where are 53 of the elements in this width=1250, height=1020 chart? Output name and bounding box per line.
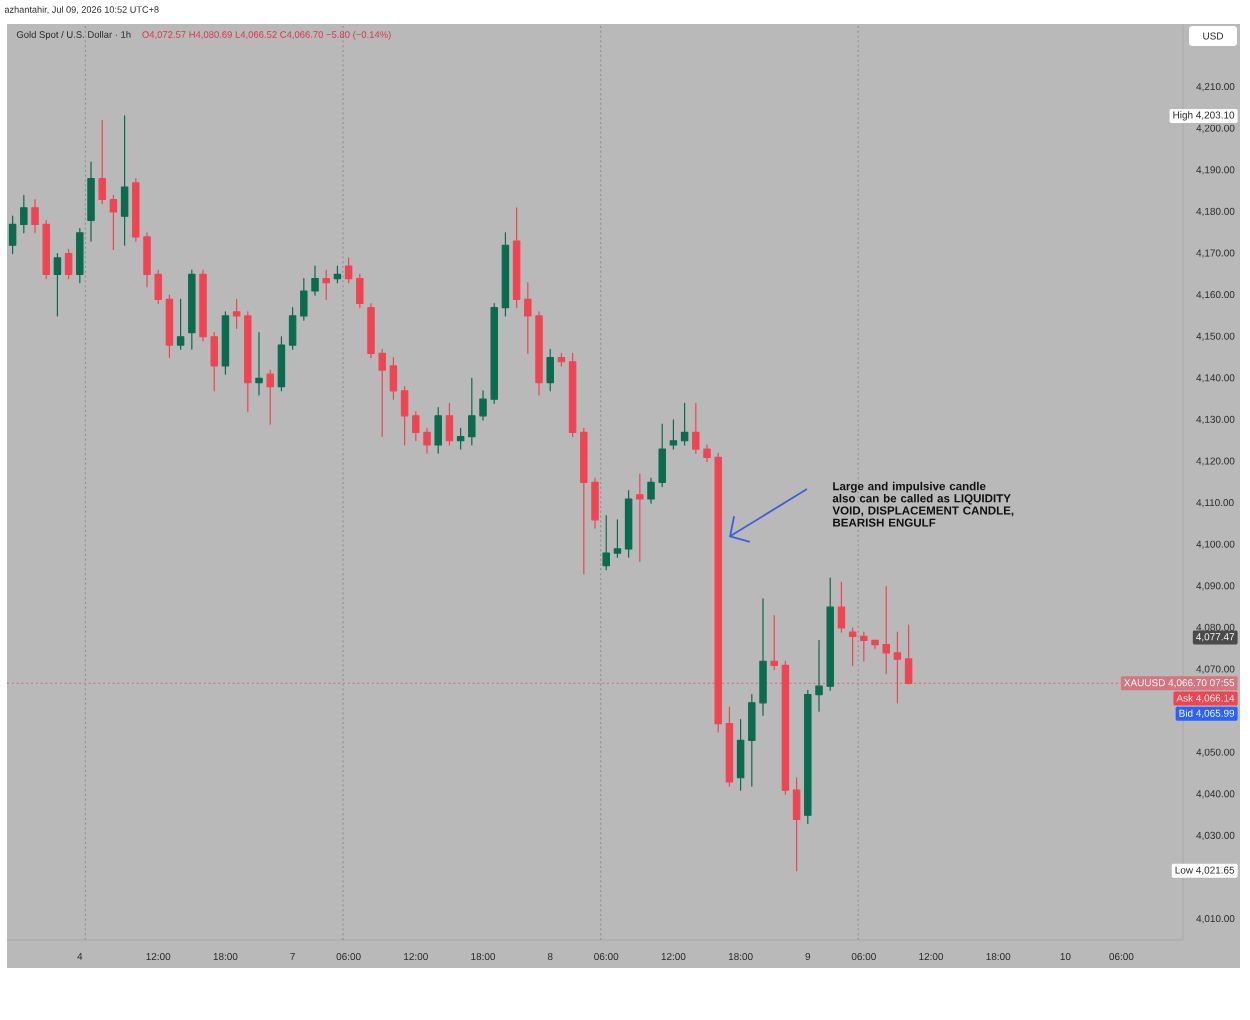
candlestick [636, 473, 644, 563]
candlestick [188, 269, 196, 350]
candlestick [400, 386, 409, 446]
candlestick [266, 369, 274, 425]
candlestick [98, 119, 106, 205]
candlestick [176, 298, 185, 350]
candlestick [8, 215, 17, 255]
candlestick [468, 377, 476, 446]
candlestick [568, 352, 577, 438]
candlestick [692, 402, 700, 454]
candlestick [602, 515, 610, 571]
candlestick [748, 693, 756, 787]
candlestick [479, 390, 487, 421]
candlestick [501, 232, 510, 317]
candlestick [736, 718, 745, 791]
candlestick [322, 269, 330, 300]
candlestick [64, 248, 73, 280]
candlestick [356, 273, 364, 309]
candlestick [221, 311, 230, 375]
candlestick [389, 356, 398, 400]
candlestick [120, 115, 129, 246]
candlestick [277, 336, 286, 392]
candlestick [669, 419, 678, 450]
candlestick [199, 269, 207, 342]
candlestick [20, 194, 28, 234]
candlestick [781, 660, 790, 795]
candlestick [725, 706, 734, 787]
candlestick [165, 294, 174, 359]
candlestick [232, 298, 241, 330]
candlestick [837, 581, 846, 633]
candlestick [904, 624, 913, 685]
candlestick [512, 207, 521, 309]
candlestick [613, 519, 622, 558]
candlestick [490, 302, 498, 404]
candlestick [87, 161, 95, 242]
candlestick [210, 332, 218, 392]
candlestick [76, 228, 84, 284]
candlestick [288, 307, 297, 350]
candlestick [624, 490, 633, 558]
candlestick [53, 252, 62, 317]
candlestick [434, 406, 442, 454]
candlestick [344, 257, 353, 284]
candlestick [759, 598, 767, 716]
candlestick [893, 631, 902, 704]
candlestick [445, 402, 454, 446]
candlestick [792, 777, 801, 872]
candlestick [770, 614, 778, 671]
candlestick [244, 311, 252, 413]
candlestick [255, 332, 263, 396]
candlestick [109, 194, 118, 251]
candlestick [848, 627, 857, 667]
candlestick [826, 577, 834, 691]
candlestick [546, 348, 554, 392]
